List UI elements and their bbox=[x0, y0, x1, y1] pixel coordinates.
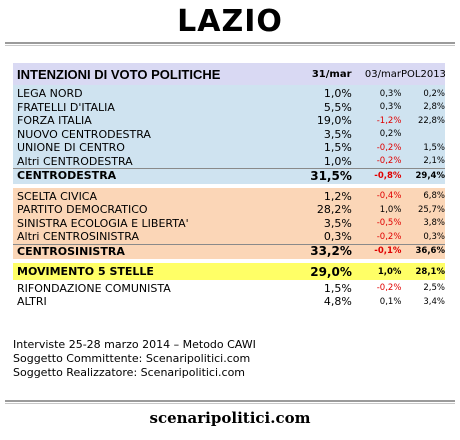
value-31mar: 1,5% bbox=[323, 141, 352, 155]
party-name: SCELTA CIVICA bbox=[17, 189, 98, 203]
value-03mar: 0,3% bbox=[379, 102, 402, 113]
value-31mar: 1,0% bbox=[323, 154, 352, 168]
table-row: FRATELLI D'ITALIA 5,5% 0,3% 2,8% bbox=[13, 101, 445, 115]
table-row: MOVIMENTO 5 STELLE 29,0% 1,0% 28,1% bbox=[13, 265, 445, 279]
value-03mar: -0,1% bbox=[374, 246, 402, 257]
value-03mar: 1,0% bbox=[377, 266, 402, 277]
value-31mar: 5,5% bbox=[323, 100, 352, 114]
value-31mar: 4,8% bbox=[323, 295, 352, 309]
table-row: SCELTA CIVICA 1,2% -0,4% 6,8% bbox=[13, 190, 445, 204]
survey-notes: Interviste 25-28 marzo 2014 – Metodo CAW… bbox=[13, 338, 256, 380]
party-name: CENTRODESTRA bbox=[17, 169, 117, 183]
value-pol2013: 2,1% bbox=[423, 156, 445, 167]
value-31mar: 29,0% bbox=[310, 264, 352, 279]
value-pol2013: 1,5% bbox=[423, 142, 445, 153]
value-pol2013: 0,2% bbox=[423, 88, 445, 99]
value-pol2013: 2,8% bbox=[423, 102, 445, 113]
value-pol2013: 3,8% bbox=[423, 218, 445, 229]
value-03mar: -0,8% bbox=[374, 170, 402, 181]
value-pol2013: 36,6% bbox=[415, 246, 446, 257]
party-name: NUOVO CENTRODESTRA bbox=[17, 127, 151, 141]
note-committente: Soggetto Committente: Scenaripolitici.co… bbox=[13, 352, 251, 365]
header-label: INTENZIONI DI VOTO POLITICHE bbox=[17, 66, 221, 82]
note-interviews: Interviste 25-28 marzo 2014 – Metodo CAW… bbox=[13, 338, 256, 351]
value-03mar: -0,2% bbox=[376, 283, 402, 294]
poll-table: INTENZIONI DI VOTO POLITICHE 31/mar 03/m… bbox=[13, 63, 446, 310]
value-03mar: -0,5% bbox=[376, 218, 402, 229]
top-divider-shadow bbox=[5, 45, 455, 46]
party-name: LEGA NORD bbox=[17, 87, 83, 101]
table-row: RIFONDAZIONE COMUNISTA 1,5% -0,2% 2,5% bbox=[13, 282, 445, 296]
table-total-row: CENTRODESTRA 31,5% -0,8% 29,4% bbox=[13, 168, 445, 183]
party-name: FRATELLI D'ITALIA bbox=[17, 100, 115, 114]
value-pol2013: 25,7% bbox=[417, 204, 445, 215]
party-name: RIFONDAZIONE COMUNISTA bbox=[17, 281, 171, 295]
party-name: PARTITO DEMOCRATICO bbox=[17, 203, 148, 217]
value-31mar: 3,5% bbox=[323, 216, 352, 230]
party-group: RIFONDAZIONE COMUNISTA 1,5% -0,2% 2,5% ALTRI… bbox=[13, 279, 445, 310]
value-03mar: -0,2% bbox=[376, 142, 402, 153]
table-row: LEGA NORD 1,0% 0,3% 0,2% bbox=[13, 87, 445, 101]
note-realizzatore: Soggetto Realizzatore: Scenaripolitici.c… bbox=[13, 366, 246, 379]
value-03mar: 0,2% bbox=[379, 129, 402, 140]
value-31mar: 0,3% bbox=[323, 230, 352, 244]
value-03mar: 0,3% bbox=[379, 88, 402, 99]
party-name: MOVIMENTO 5 STELLE bbox=[17, 265, 154, 279]
value-03mar: -1,2% bbox=[376, 115, 402, 126]
party-name: CENTROSINISTRA bbox=[17, 244, 125, 258]
party-name: SINISTRA ECOLOGIA E LIBERTA' bbox=[17, 216, 189, 230]
value-31mar: 33,2% bbox=[310, 244, 352, 259]
value-31mar: 28,2% bbox=[316, 203, 352, 217]
value-pol2013: 29,4% bbox=[415, 170, 446, 181]
value-03mar: -0,2% bbox=[376, 231, 402, 242]
party-group: LEGA NORD 1,0% 0,3% 0,2% FRATELLI D'ITALIA 5,… bbox=[13, 85, 445, 184]
bottom-divider-shadow bbox=[5, 403, 455, 404]
table-header: INTENZIONI DI VOTO POLITICHE 31/mar 03/m… bbox=[13, 63, 446, 85]
value-03mar: 0,1% bbox=[379, 296, 402, 307]
table-body: LEGA NORD 1,0% 0,3% 0,2% FRATELLI D'ITALIA 5,… bbox=[13, 85, 445, 310]
value-pol2013: 6,8% bbox=[423, 191, 445, 202]
value-31mar: 1,2% bbox=[323, 189, 352, 203]
top-divider bbox=[5, 42, 455, 44]
header-col-pol2013: POL2013 bbox=[401, 68, 446, 80]
table-row: Altri CENTROSINISTRA 0,3% -0,2% 0,3% bbox=[13, 230, 445, 244]
value-03mar: -0,2% bbox=[376, 156, 402, 167]
party-name: FORZA ITALIA bbox=[17, 114, 92, 128]
table-row: Altri CENTRODESTRA 1,0% -0,2% 2,1% bbox=[13, 155, 445, 169]
value-31mar: 1,0% bbox=[323, 87, 352, 101]
value-31mar: 31,5% bbox=[310, 168, 352, 183]
bottom-divider bbox=[5, 400, 455, 402]
value-03mar: -0,4% bbox=[376, 191, 402, 202]
value-31mar: 1,5% bbox=[323, 281, 352, 295]
value-pol2013: 2,5% bbox=[423, 283, 445, 294]
party-group: SCELTA CIVICA 1,2% -0,4% 6,8% PARTITO DEMOCR… bbox=[13, 187, 446, 259]
table-row: PARTITO DEMOCRATICO 28,2% 1,0% 25,7% bbox=[13, 203, 445, 217]
party-name: UNIONE DI CENTRO bbox=[17, 141, 125, 155]
table-row: ALTRI 4,8% 0,1% 3,4% bbox=[13, 295, 445, 309]
value-pol2013: 3,4% bbox=[423, 296, 445, 307]
value-31mar: 19,0% bbox=[316, 114, 352, 128]
party-name: Altri CENTROSINISTRA bbox=[17, 230, 139, 244]
table-row: SINISTRA ECOLOGIA E LIBERTA' 3,5% -0,5% 3,8… bbox=[13, 217, 445, 231]
page-title: LAZIO bbox=[177, 4, 283, 39]
party-group: MOVIMENTO 5 STELLE 29,0% 1,0% 28,1% bbox=[13, 263, 445, 280]
value-pol2013: 0,3% bbox=[423, 231, 445, 242]
table-row: NUOVO CENTRODESTRA 3,5% 0,2% bbox=[13, 128, 445, 142]
footer-site: scenaripolitici.com bbox=[149, 409, 311, 427]
party-name: ALTRI bbox=[17, 295, 47, 309]
value-pol2013: 22,8% bbox=[417, 115, 445, 126]
header-col-31mar: 31/mar bbox=[311, 68, 352, 80]
header-col-03mar: 03/mar bbox=[364, 68, 401, 80]
value-03mar: 1,0% bbox=[379, 204, 402, 215]
value-31mar: 3,5% bbox=[323, 127, 352, 141]
party-name: Altri CENTRODESTRA bbox=[17, 154, 133, 168]
table-row: FORZA ITALIA 19,0% -1,2% 22,8% bbox=[13, 114, 445, 128]
value-pol2013: 28,1% bbox=[415, 266, 446, 277]
table-row: UNIONE DI CENTRO 1,5% -0,2% 1,5% bbox=[13, 141, 445, 155]
table-total-row: CENTROSINISTRA 33,2% -0,1% 36,6% bbox=[13, 243, 446, 259]
